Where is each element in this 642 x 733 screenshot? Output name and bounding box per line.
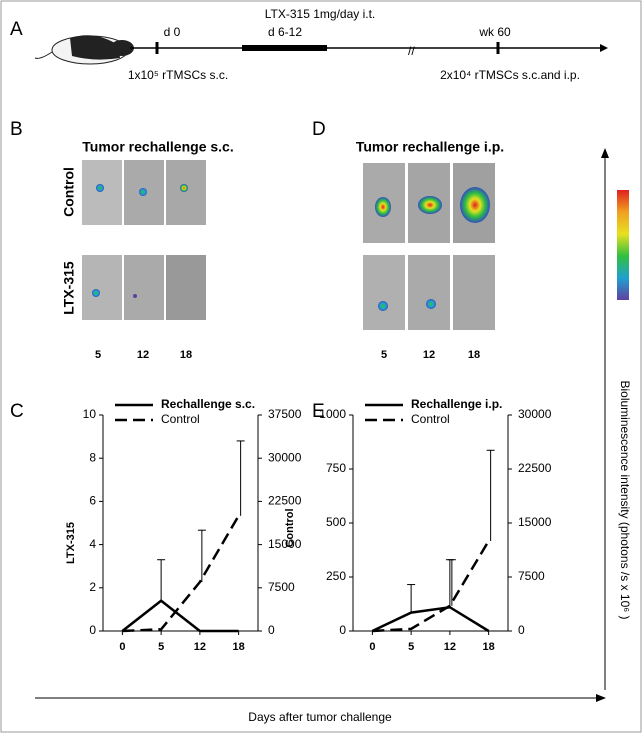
y2-tick-label: 7500 — [268, 580, 295, 594]
axis-break: // — [408, 44, 415, 58]
panel-label: A — [10, 19, 23, 40]
panel-label: B — [10, 119, 23, 140]
rechallenge: 2x10⁴ rTMSCs s.c.and i.p. — [440, 68, 580, 82]
arrow-head — [601, 148, 609, 158]
y2-tick-label: 30000 — [268, 450, 302, 464]
arrow-head — [596, 694, 606, 702]
y2-tick-label: 37500 — [268, 407, 302, 421]
panel-label: E — [312, 401, 325, 422]
series-line — [372, 540, 490, 633]
inoculation: 1x10⁵ rTMSCs s.c. — [128, 68, 228, 82]
y2-tick-label: 15000 — [268, 537, 302, 551]
y2-tick-label: 15000 — [518, 515, 552, 529]
x-axis-label: Days after tumor challenge — [248, 710, 392, 724]
x-tick-label: 5 — [158, 641, 164, 653]
column-label: 18 — [468, 349, 480, 361]
panel-label: C — [10, 401, 24, 422]
column-label: 5 — [381, 349, 387, 361]
column-label: 18 — [180, 349, 192, 361]
treatment: LTX-315 1mg/day i.t. — [265, 7, 376, 21]
column-label: 12 — [137, 349, 149, 361]
timeline-arrow — [600, 44, 608, 52]
series-line — [121, 599, 239, 633]
week: wk 60 — [478, 25, 511, 39]
x-tick-label: 12 — [194, 641, 206, 653]
y-tick-label: 750 — [326, 461, 346, 475]
series-line — [122, 515, 240, 633]
y2-tick-label: 0 — [268, 623, 275, 637]
legend-label: Rechallenge i.p. — [411, 397, 502, 411]
x-tick-label: 5 — [408, 641, 414, 653]
x-tick-label: 18 — [233, 641, 245, 653]
y-tick-label: 6 — [89, 494, 96, 508]
y-tick-label: 4 — [89, 537, 96, 551]
y-tick-label: 500 — [326, 515, 346, 529]
y2-tick-label: 22500 — [268, 494, 302, 508]
y-tick-label: 0 — [339, 623, 346, 637]
series-line — [371, 605, 490, 633]
x-tick-label: 12 — [444, 641, 456, 653]
y2-tick-label: 0 — [518, 623, 525, 637]
column-label: 12 — [423, 349, 435, 361]
legend-label: Rechallenge s.c. — [161, 397, 255, 411]
column-label: 5 — [95, 349, 101, 361]
row-label: LTX-315 — [61, 261, 77, 315]
legend-label: Control — [411, 412, 450, 426]
y-tick-label: 1000 — [319, 407, 346, 421]
y-tick-label: 10 — [83, 407, 97, 421]
y2-axis-label: Control — [284, 508, 296, 547]
y2-tick-label: 22500 — [518, 461, 552, 475]
y2-tick-label: 30000 — [518, 407, 552, 421]
y-tick-label: 8 — [89, 450, 96, 464]
imaging-title: Tumor rechallenge i.p. — [356, 139, 504, 155]
treatment-days: d 6-12 — [268, 25, 302, 39]
row-label: Control — [61, 167, 77, 217]
treatment-bar — [242, 45, 327, 51]
imaging-title: Tumor rechallenge s.c. — [82, 139, 233, 155]
y-axis-label: LTX-315 — [65, 522, 77, 564]
bioluminescence-images — [82, 160, 495, 330]
y-tick-label: 2 — [89, 580, 96, 594]
y-tick-label: 250 — [326, 569, 346, 583]
y2-tick-label: 7500 — [518, 569, 545, 583]
legend-label: Control — [161, 412, 200, 426]
y-tick-label: 0 — [89, 623, 96, 637]
panel-label: D — [312, 119, 326, 140]
x-tick-label: 18 — [483, 641, 495, 653]
day0: d 0 — [164, 25, 181, 39]
colorbar-label: Bioluminescence intensity (photons /s x … — [618, 380, 632, 619]
x-tick-label: 0 — [369, 641, 375, 653]
x-tick-label: 0 — [119, 641, 125, 653]
mouse-icon — [34, 35, 134, 65]
colorbar — [617, 190, 629, 300]
